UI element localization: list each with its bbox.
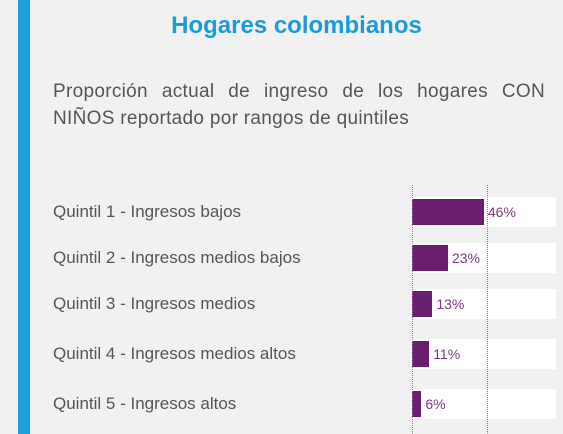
category-label: Quintil 3 - Ingresos medios [53,294,256,313]
row-background [412,339,556,369]
side-stripe [18,0,30,434]
bar [412,199,484,225]
category-label: Quintil 2 - Ingresos medios bajos [53,248,301,267]
chart-subtitle: Proporción actual de ingreso de los hoga… [53,81,545,129]
frame-line [412,185,413,434]
category-label: Quintil 1 - Ingresos bajos [53,202,242,221]
bar [412,291,433,317]
value-label: 11% [433,346,461,362]
bar [412,341,430,367]
bar [412,245,448,271]
value-label: 46% [487,204,516,220]
category-label: Quintil 5 - Ingresos altos [53,394,237,413]
frame-line [487,185,488,434]
value-label: 23% [451,250,480,266]
row-background [412,389,556,419]
value-label: 13% [436,296,465,312]
category-label: Quintil 4 - Ingresos medios altos [53,344,296,363]
value-label: 6% [425,396,446,412]
bar [412,391,422,417]
row-background [412,289,556,319]
chart-title: Hogares colombianos [171,12,422,39]
